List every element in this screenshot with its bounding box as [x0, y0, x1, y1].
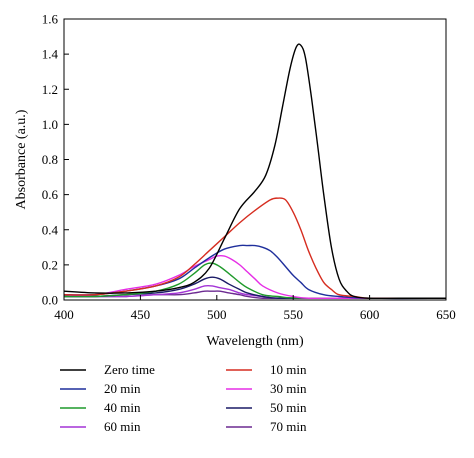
legend-label: 70 min: [270, 419, 307, 434]
y-tick-label: 1.4: [42, 47, 59, 62]
x-tick-label: 450: [131, 307, 151, 322]
y-axis: 0.0 0.2 0.4 0.6 0.8 1.0 1.2 1.4 1.6: [42, 12, 69, 308]
y-tick-label: 1.6: [42, 12, 59, 27]
series-line: [63, 244, 447, 300]
series-lines: [63, 43, 447, 300]
legend-label: 20 min: [104, 381, 141, 396]
y-tick-label: 0.2: [42, 257, 58, 272]
series-line: [63, 197, 446, 300]
y-tick-label: 0.0: [42, 293, 58, 308]
series-line: [63, 262, 447, 300]
legend-label: 40 min: [104, 400, 141, 415]
legend: Zero time 10 min 20 min 30 min 40 min 50 min 6…: [60, 362, 307, 434]
y-tick-label: 0.8: [42, 152, 58, 167]
y-tick-label: 0.6: [42, 187, 59, 202]
x-tick-label: 500: [207, 307, 227, 322]
x-tick-label: 400: [54, 307, 74, 322]
x-axis-title: Wavelength (nm): [206, 334, 304, 349]
x-tick-label: 550: [283, 307, 303, 322]
series-line: [63, 254, 446, 300]
series-line: [63, 43, 446, 300]
series-line: [63, 276, 446, 300]
legend-label: Zero time: [104, 362, 155, 377]
legend-label: 30 min: [270, 381, 307, 396]
y-axis-title: Absorbance (a.u.): [14, 109, 29, 209]
legend-label: 10 min: [270, 362, 307, 377]
x-tick-label: 600: [360, 307, 380, 322]
y-tick-label: 1.0: [42, 117, 58, 132]
y-tick-label: 1.2: [42, 82, 58, 97]
legend-label: 60 min: [104, 419, 141, 434]
plot-frame: [63, 18, 447, 301]
x-axis: 400 450 500 550 600 650: [54, 295, 456, 322]
x-tick-label: 650: [436, 307, 456, 322]
legend-label: 50 min: [270, 400, 307, 415]
y-tick-label: 0.4: [42, 222, 59, 237]
